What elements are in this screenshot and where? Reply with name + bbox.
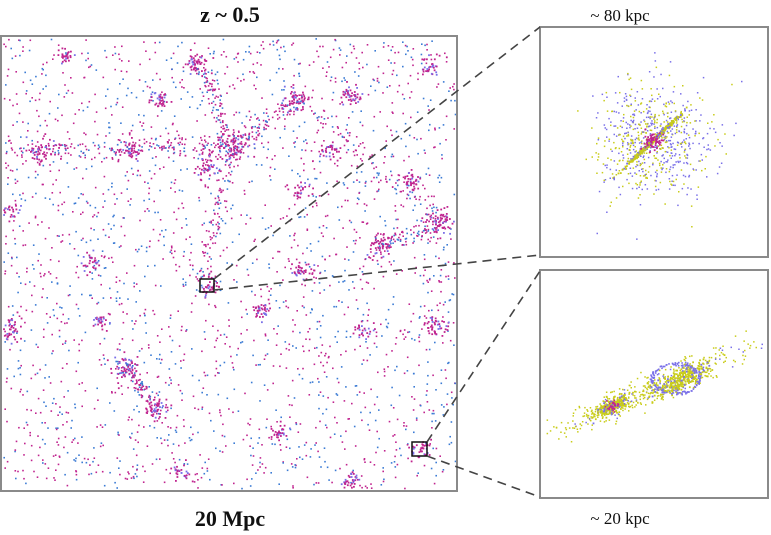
zoom-line (213, 254, 541, 291)
merging-galaxies-inset-frame (539, 269, 769, 499)
halo-inset-scale-label: ~ 80 kpc (590, 6, 650, 25)
zoom-line (213, 26, 541, 280)
merging-galaxies-inset-particles (546, 330, 763, 443)
zoom-line (426, 455, 541, 498)
zoom-marker-halo (199, 278, 215, 293)
halo-inset-particles (577, 52, 743, 240)
cosmic-web-particles (3, 38, 457, 490)
simulation-box (0, 35, 458, 492)
zoom-marker-merger (411, 441, 428, 457)
halo-inset-frame (539, 26, 769, 258)
box-scale-label: 20 Mpc (194, 506, 266, 531)
merger-inset-scale-label: ~ 20 kpc (590, 509, 650, 528)
simulation-title: z ~ 0.5 (200, 2, 260, 27)
zoom-line (426, 270, 541, 443)
